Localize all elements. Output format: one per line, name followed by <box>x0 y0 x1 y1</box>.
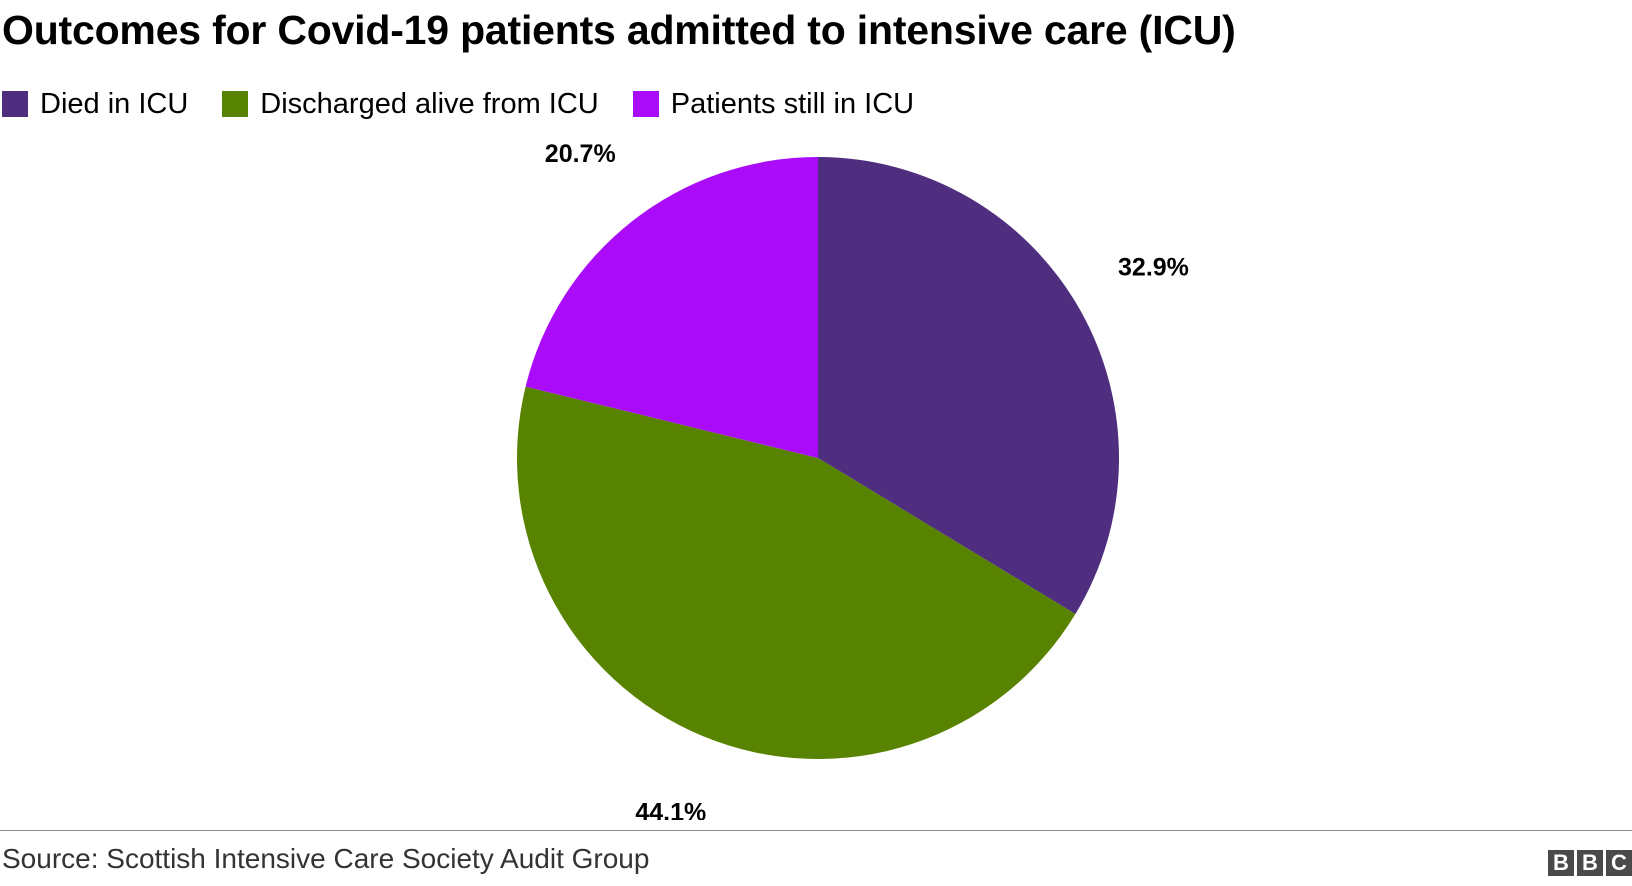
bbc-logo-letter: C <box>1606 850 1632 876</box>
pie-slice-died <box>818 157 1119 615</box>
data-label-still-in: 20.7% <box>545 140 616 168</box>
legend-label-discharged: Discharged alive from ICU <box>260 87 599 120</box>
data-label-died: 32.9% <box>1118 254 1189 282</box>
pie-chart: 32.9% 44.1% 20.7% <box>517 140 1189 820</box>
bbc-logo: B B C <box>1545 850 1632 876</box>
source-note: Source: Scottish Intensive Care Society … <box>2 843 650 874</box>
legend: Died in ICU Discharged alive from ICU Pa… <box>2 84 948 124</box>
legend-swatch-discharged <box>222 91 249 117</box>
legend-item-died: Died in ICU <box>2 88 188 121</box>
pie-slice-still-in <box>525 157 818 458</box>
footer-divider <box>0 830 1632 831</box>
pie-slice-discharged <box>517 386 1076 759</box>
bbc-logo-letter: B <box>1548 850 1574 876</box>
legend-item-discharged: Discharged alive from ICU <box>222 87 599 121</box>
legend-label-still-in: Patients still in ICU <box>670 87 915 120</box>
legend-item-still-in: Patients still in ICU <box>632 87 915 121</box>
legend-swatch-still-in <box>632 91 659 117</box>
chart-title: Outcomes for Covid-19 patients admitted … <box>2 7 1236 53</box>
bbc-logo-letter: B <box>1577 850 1603 876</box>
legend-label-died: Died in ICU <box>40 87 189 120</box>
legend-swatch-died <box>2 91 28 117</box>
data-label-discharged: 44.1% <box>635 798 706 820</box>
